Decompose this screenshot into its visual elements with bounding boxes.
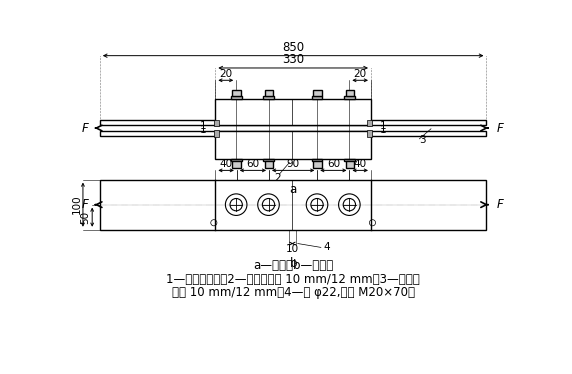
Bar — [100, 131, 486, 136]
Text: 1: 1 — [200, 121, 206, 131]
Text: 1: 1 — [380, 125, 387, 135]
Text: $F$: $F$ — [496, 122, 505, 135]
Text: 330: 330 — [282, 53, 304, 67]
Text: 60: 60 — [247, 159, 260, 169]
Bar — [313, 89, 321, 96]
Text: 板厕 10 mm/12 mm；4—孔 φ22,螺栓 M20×70。: 板厕 10 mm/12 mm；4—孔 φ22,螺栓 M20×70。 — [172, 286, 415, 299]
Text: $F$: $F$ — [81, 198, 90, 211]
Bar — [367, 120, 372, 126]
Bar — [345, 161, 354, 168]
Text: 2: 2 — [275, 173, 281, 183]
Bar — [265, 89, 273, 96]
Text: 50: 50 — [81, 211, 90, 224]
Text: 40: 40 — [220, 159, 233, 169]
Bar — [344, 159, 355, 161]
Text: a: a — [289, 184, 297, 196]
Bar — [232, 161, 241, 168]
Text: 90: 90 — [287, 159, 300, 169]
Text: b: b — [289, 257, 297, 270]
Text: 3: 3 — [419, 135, 426, 145]
Bar — [313, 161, 321, 168]
Text: 10: 10 — [286, 244, 299, 254]
Text: $F$: $F$ — [496, 198, 505, 211]
Bar — [232, 89, 241, 96]
Bar — [100, 180, 486, 230]
Bar — [216, 131, 371, 159]
Bar — [214, 120, 219, 126]
Bar — [263, 159, 274, 161]
Text: $F$: $F$ — [81, 122, 90, 135]
Text: 40: 40 — [353, 159, 367, 169]
Text: 1—位移计固定；2—盖板、板厕 10 mm/12 mm；3—芯板、: 1—位移计固定；2—盖板、板厕 10 mm/12 mm；3—芯板、 — [166, 273, 420, 286]
Bar — [231, 159, 241, 161]
Text: 1: 1 — [380, 121, 387, 131]
Text: 4: 4 — [323, 242, 330, 252]
Bar — [344, 96, 355, 99]
Text: 20: 20 — [353, 69, 367, 79]
Text: 100: 100 — [72, 195, 81, 214]
Bar — [216, 99, 371, 125]
Bar — [345, 89, 354, 96]
Text: 850: 850 — [282, 41, 304, 54]
Bar — [367, 131, 372, 137]
Text: 1: 1 — [200, 125, 206, 135]
Text: 60: 60 — [327, 159, 340, 169]
Text: 20: 20 — [219, 69, 232, 79]
Bar — [265, 161, 273, 168]
Bar — [263, 96, 274, 99]
Bar — [100, 120, 486, 125]
Bar — [312, 159, 323, 161]
Bar — [214, 131, 219, 137]
Text: a—正视；b—俧视。: a—正视；b—俧视。 — [253, 259, 333, 272]
Bar — [231, 96, 241, 99]
Bar — [312, 96, 323, 99]
